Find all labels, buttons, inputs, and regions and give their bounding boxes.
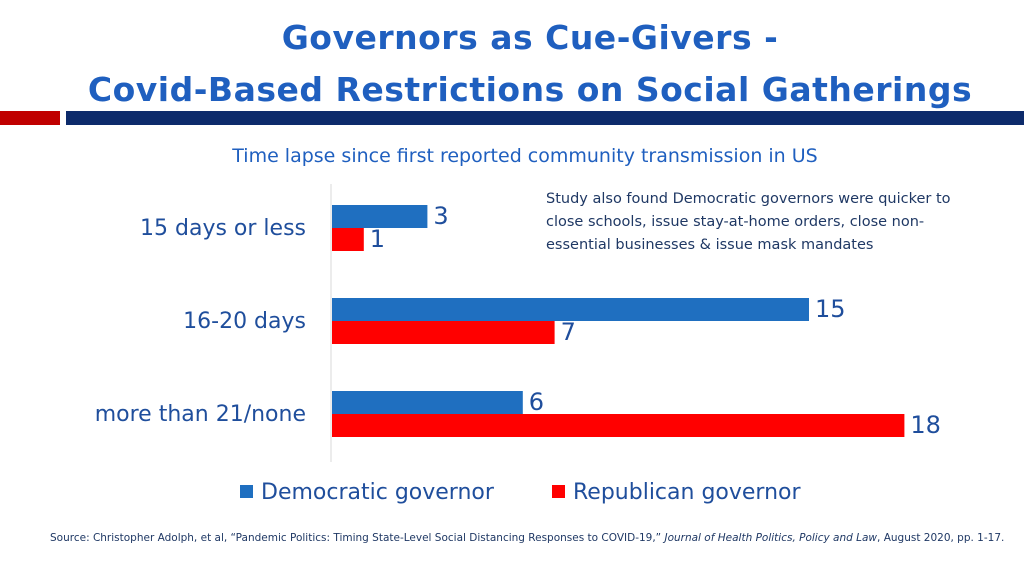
- title-line-2: Covid-Based Restrictions on Social Gathe…: [87, 70, 973, 109]
- bars-group: 3 1 15 7 6 18: [332, 202, 941, 439]
- value-label-dem-1: 3: [433, 202, 448, 230]
- source-journal: Journal of Health Politics, Policy and L…: [664, 532, 878, 544]
- bar-rep-2: [332, 321, 555, 344]
- bar-dem-1: [332, 205, 428, 228]
- header-rule-blue: [66, 111, 1024, 125]
- value-label-dem-2: 15: [815, 295, 846, 323]
- value-label-dem-3: 6: [529, 388, 544, 416]
- chart-annotation: Study also found Democratic governors we…: [546, 191, 951, 253]
- header-rule-red: [0, 111, 60, 125]
- title-line-1: Governors as Cue-Givers -: [281, 18, 779, 57]
- legend-label-republican: Republican governor: [573, 480, 801, 505]
- value-label-rep-1: 1: [370, 225, 385, 253]
- value-label-rep-2: 7: [561, 318, 576, 346]
- chart-title: Time lapse since first reported communit…: [232, 145, 818, 167]
- bar-rep-3: [332, 414, 905, 437]
- legend-swatch-republican: [552, 485, 565, 498]
- source-prefix: Source: Christopher Adolph, et al, “Pand…: [50, 532, 665, 544]
- legend-item-democratic: Democratic governor: [240, 480, 494, 505]
- source-suffix: , August 2020, pp. 1-17.: [877, 532, 1005, 544]
- bar-dem-3: [332, 391, 523, 414]
- bar-rep-1: [332, 228, 364, 251]
- category-label-2: 16-20 days: [183, 309, 306, 334]
- category-label-3: more than 21/none: [94, 402, 306, 427]
- legend-item-republican: Republican governor: [552, 480, 801, 505]
- bar-dem-2: [332, 298, 809, 321]
- legend-label-democratic: Democratic governor: [261, 480, 494, 505]
- source-citation: Source: Christopher Adolph, et al, “Pand…: [50, 532, 1020, 544]
- value-label-rep-3: 18: [910, 411, 941, 439]
- legend-swatch-democratic: [240, 485, 253, 498]
- category-label-1: 15 days or less: [140, 216, 306, 241]
